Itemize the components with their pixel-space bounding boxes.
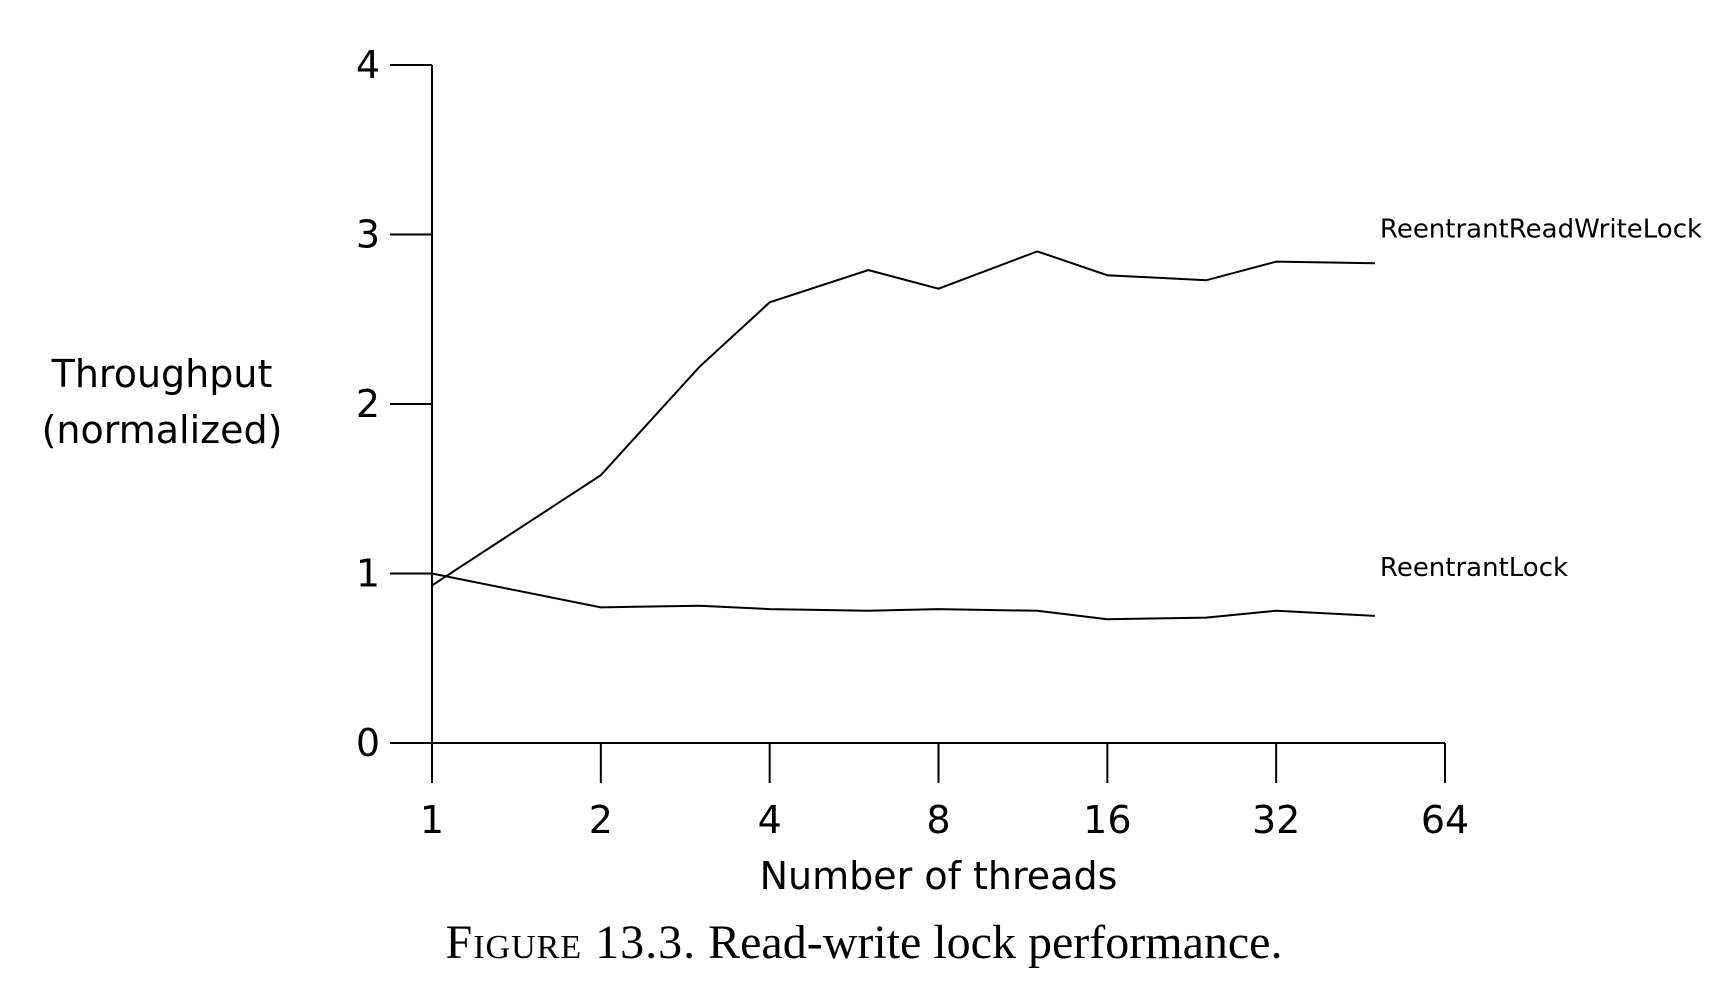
series-label: ReentrantReadWriteLock — [1380, 214, 1702, 244]
figure-caption: Figure 13.3. Read-write lock performance… — [0, 915, 1728, 970]
series-line — [431, 250, 1375, 587]
x-tick-label: 4 — [758, 798, 782, 842]
x-tick-label: 16 — [1083, 798, 1131, 842]
x-tick-label: 2 — [589, 798, 613, 842]
y-axis-title-line: Throughput — [51, 352, 273, 396]
x-tick-label: 64 — [1421, 798, 1469, 842]
y-tick-label: 4 — [356, 43, 380, 87]
y-tick-label: 3 — [356, 213, 380, 257]
axes — [431, 65, 1445, 744]
x-tick-label: 1 — [420, 798, 444, 842]
labels: Number of threads Throughput (normalized) R… — [42, 214, 1702, 898]
y-axis-title-line: (normalized) — [42, 408, 283, 452]
x-tick-label: 8 — [926, 798, 950, 842]
y-tick-label: 1 — [356, 552, 380, 596]
series-label: ReentrantLock — [1380, 553, 1568, 583]
caption-text: Read-write lock performance. — [696, 916, 1283, 969]
x-axis-title: Number of threads — [760, 854, 1118, 898]
caption-figure-number: Figure 13.3. — [445, 916, 697, 969]
series-line — [431, 572, 1375, 621]
series-lines — [431, 250, 1375, 621]
y-tick-label: 0 — [356, 721, 380, 765]
y-tick-label: 2 — [356, 382, 380, 426]
x-tick-label: 32 — [1252, 798, 1300, 842]
